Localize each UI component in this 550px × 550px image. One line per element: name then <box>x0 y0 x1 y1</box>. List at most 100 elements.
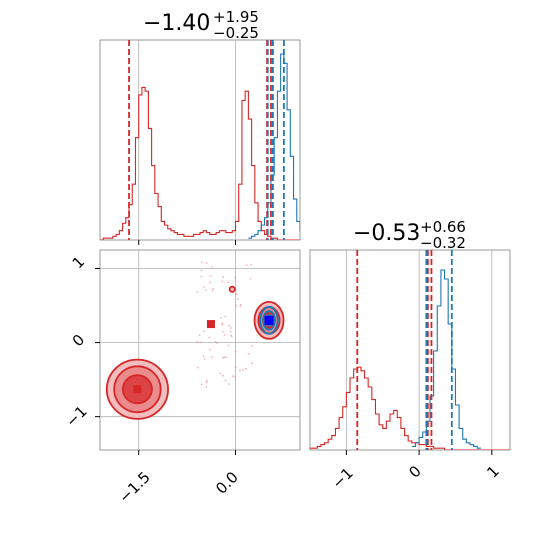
marker-mode-a <box>133 385 142 394</box>
sample-point <box>232 375 234 378</box>
sample-point <box>222 374 224 377</box>
sample-point <box>221 322 224 325</box>
sample-point <box>227 281 229 284</box>
histogram-blue <box>411 269 481 449</box>
sample-point <box>208 336 211 339</box>
joint-y-tick-label: 1 <box>69 253 88 272</box>
sample-point <box>228 324 231 327</box>
sample-point <box>196 290 199 293</box>
sample-point <box>235 293 238 296</box>
sample-point <box>235 304 238 307</box>
histograms <box>100 53 510 450</box>
marker-truth <box>264 315 274 325</box>
contour-blue <box>262 310 276 331</box>
sample-point <box>211 356 214 359</box>
sample-point <box>234 366 237 369</box>
sample-point <box>199 341 202 344</box>
marker-mode-b <box>206 320 215 329</box>
sample-point <box>236 298 239 301</box>
sample-point <box>202 330 205 332</box>
sample-point <box>212 287 215 290</box>
sample-point <box>209 274 212 277</box>
sample-point <box>223 356 226 359</box>
sample-point <box>234 376 236 379</box>
markers <box>133 315 274 394</box>
panel-frame-joint <box>99 249 301 451</box>
histogram-red <box>310 366 510 450</box>
sample-point <box>206 379 208 382</box>
sample-point <box>203 357 206 360</box>
right-x-tick-label: −1 <box>328 464 356 492</box>
sample-point <box>244 367 247 370</box>
sample-point <box>211 265 214 268</box>
sample-point <box>200 383 203 386</box>
sample-point <box>234 276 237 279</box>
right-x-tick-label: 1 <box>483 462 502 481</box>
histogram-red <box>100 86 300 240</box>
contour-blue <box>259 306 279 335</box>
sample-point <box>209 281 212 284</box>
sample-point <box>202 355 205 358</box>
title-param-1: −1.40 <box>143 11 210 36</box>
joint-contours <box>105 261 285 420</box>
sample-point <box>229 330 232 333</box>
sample-point <box>200 275 203 278</box>
sample-point <box>222 330 224 333</box>
sample-point <box>221 280 224 283</box>
sample-point <box>220 316 223 319</box>
sample-point <box>197 366 200 369</box>
sample-point <box>198 334 201 337</box>
joint-y-tick-label: 0 <box>69 331 88 350</box>
sample-point <box>241 368 244 371</box>
sample-point <box>203 286 205 289</box>
title-param-1-sup: +1.95 <box>213 8 259 26</box>
sample-point <box>205 386 208 388</box>
sample-point <box>211 289 214 292</box>
title-param-2-sub: −0.32 <box>420 234 466 252</box>
sample-point <box>251 362 254 365</box>
sample-point <box>230 335 233 338</box>
sample-point <box>205 381 208 384</box>
title-param-2: −0.53 <box>353 221 420 246</box>
sample-point <box>221 356 224 359</box>
joint-y-tick-label: −1 <box>62 402 90 430</box>
quantile-lines <box>128 40 453 450</box>
title-param-2-sup: +0.66 <box>420 218 466 236</box>
histogram-blue <box>248 53 300 239</box>
sample-point <box>239 369 241 372</box>
sample-point <box>221 323 224 326</box>
sample-point <box>222 276 225 279</box>
sample-point <box>227 344 230 347</box>
sample-point <box>247 352 250 355</box>
sample-point <box>200 269 203 272</box>
sample-point <box>201 261 203 264</box>
right-x-tick-label: 0 <box>405 462 424 481</box>
sample-point <box>251 345 254 348</box>
contour-red <box>228 285 236 293</box>
sample-point <box>228 383 230 385</box>
sample-point <box>224 379 227 382</box>
sample-point <box>239 303 242 306</box>
sample-point <box>224 315 227 318</box>
sample-point <box>224 356 227 359</box>
title-param-1-sub: −0.25 <box>213 24 259 42</box>
sample-point <box>234 350 237 353</box>
sample-point <box>216 342 219 344</box>
sample-point <box>219 372 222 375</box>
sample-point <box>245 264 248 266</box>
contours <box>105 261 285 420</box>
sample-point <box>196 340 199 343</box>
panel-frame-top <box>99 39 301 241</box>
joint-x-tick-label: −1.5 <box>115 468 153 506</box>
sample-point <box>249 277 252 280</box>
sample-point <box>250 264 253 266</box>
joint-x-tick-label: 0.0 <box>212 468 242 498</box>
sample-point <box>229 327 232 329</box>
sample-point <box>214 341 217 343</box>
panel-frame-right <box>309 249 511 451</box>
sample-point <box>209 348 212 351</box>
sample-point <box>204 288 207 291</box>
sample-point <box>205 262 208 264</box>
sample-point <box>239 305 242 308</box>
